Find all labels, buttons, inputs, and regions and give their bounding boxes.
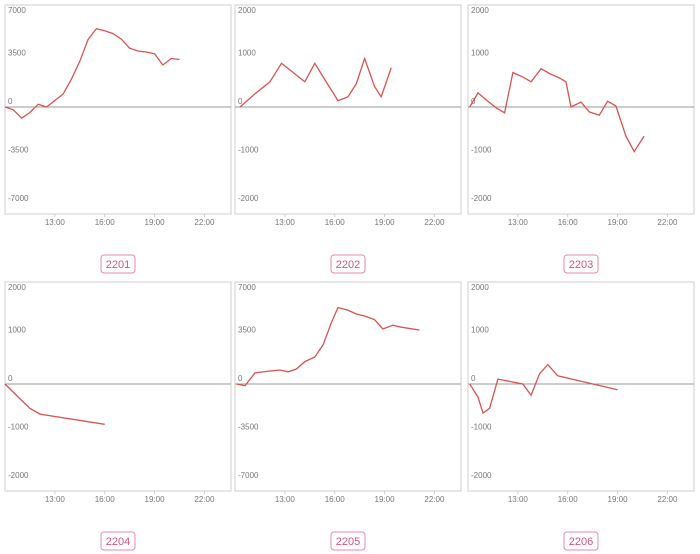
line: [4, 27, 180, 120]
y-tick-label: -1000: [471, 146, 492, 155]
y-tick-label: -2000: [8, 471, 29, 480]
caption: 2202: [336, 259, 360, 271]
x-tick-label: 16:00: [95, 495, 116, 504]
line: [469, 67, 645, 153]
line: [469, 363, 618, 415]
caption: 2201: [106, 259, 130, 271]
x-tick-label: 13:00: [508, 218, 529, 227]
y-tick-label: -2000: [471, 471, 492, 480]
caption: 2205: [336, 536, 360, 548]
line: [236, 306, 420, 387]
x-tick-label: 16:00: [325, 218, 346, 227]
panel: [4, 281, 232, 492]
caption: 2203: [569, 259, 593, 271]
y-tick-label: -2000: [238, 194, 259, 203]
y-tick-label: 1000: [238, 49, 256, 58]
y-tick-label: 7000: [238, 283, 256, 292]
x-tick-label: 19:00: [145, 495, 166, 504]
y-tick-label: 0: [238, 374, 243, 383]
x-tick-label: 13:00: [275, 495, 296, 504]
x-tick-label: 13:00: [45, 495, 66, 504]
caption-box: [330, 254, 366, 274]
panel: [467, 281, 695, 492]
x-tick-label: 19:00: [608, 495, 629, 504]
x-tick-label: 22:00: [424, 218, 445, 227]
y-tick-label: 1000: [471, 326, 489, 335]
panel: [234, 4, 462, 215]
y-tick-label: 7000: [8, 6, 26, 15]
y-tick-label: -7000: [238, 471, 259, 480]
y-tick-label: 0: [238, 97, 243, 106]
y-tick-label: 3500: [8, 49, 26, 58]
y-tick-label: 0: [8, 97, 13, 106]
x-tick-label: 13:00: [508, 495, 529, 504]
x-tick-label: 19:00: [608, 218, 629, 227]
x-tick-label: 19:00: [375, 218, 396, 227]
caption-box: [330, 531, 366, 551]
y-tick-label: 2000: [471, 6, 489, 15]
y-tick-label: -1000: [471, 423, 492, 432]
line: [4, 383, 105, 425]
y-tick-label: -7000: [8, 194, 29, 203]
y-tick-label: -1000: [8, 423, 29, 432]
x-tick-label: 22:00: [424, 495, 445, 504]
y-tick-label: -1000: [238, 146, 259, 155]
y-tick-label: -2000: [471, 194, 492, 203]
panel: [234, 281, 462, 492]
caption-box: [563, 254, 599, 274]
x-tick-label: 22:00: [194, 495, 215, 504]
x-tick-label: 19:00: [375, 495, 396, 504]
x-tick-label: 19:00: [145, 218, 166, 227]
caption-box: [100, 531, 136, 551]
y-tick-label: 1000: [471, 49, 489, 58]
panel: [467, 4, 695, 215]
caption-box: [100, 254, 136, 274]
x-tick-label: 16:00: [558, 495, 579, 504]
x-tick-label: 22:00: [657, 218, 678, 227]
y-tick-label: 3500: [238, 326, 256, 335]
x-tick-label: 22:00: [657, 495, 678, 504]
y-tick-label: 2000: [238, 6, 256, 15]
panel: [4, 4, 232, 215]
x-tick-label: 16:00: [558, 218, 579, 227]
x-tick-label: 13:00: [45, 218, 66, 227]
x-tick-label: 22:00: [194, 218, 215, 227]
caption: 2206: [569, 536, 593, 548]
caption-box: [563, 531, 599, 551]
x-tick-label: 16:00: [95, 218, 116, 227]
y-tick-label: -3500: [8, 146, 29, 155]
y-tick-label: -3500: [238, 423, 259, 432]
x-tick-label: 16:00: [325, 495, 346, 504]
y-tick-label: 0: [471, 374, 476, 383]
y-tick-label: 2000: [8, 283, 26, 292]
caption: 2204: [106, 536, 130, 548]
y-tick-label: 2000: [471, 283, 489, 292]
y-tick-label: 0: [8, 374, 13, 383]
line: [239, 56, 392, 108]
x-tick-label: 13:00: [275, 218, 296, 227]
y-tick-label: 1000: [8, 326, 26, 335]
